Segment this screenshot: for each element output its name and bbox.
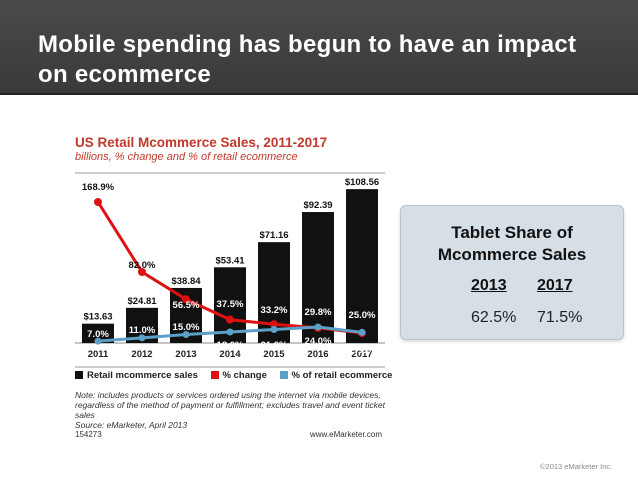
change-label-2013: 56.5% <box>173 300 200 311</box>
point-change-2014 <box>226 315 234 324</box>
chart-plot: $13.63 2011 $24.81 2012 $38.84 2013 $53.41 2014… <box>75 172 385 368</box>
chart-subtitle: billions, % change and % of retail ecomm… <box>75 151 298 163</box>
point-share-2017 <box>358 328 366 336</box>
point-change-2013 <box>182 295 190 304</box>
copyright: ©2013 eMarketer Inc. <box>540 462 613 471</box>
slide-title: Mobile spending has begun to have an imp… <box>38 31 577 88</box>
change-label-2017: 25.0% <box>349 310 376 321</box>
legend-swatch-change <box>210 371 219 379</box>
bar-label-2011: $13.63 <box>83 312 112 323</box>
chart-note: Note: includes products or services orde… <box>75 390 385 430</box>
legend-label-change: % change <box>222 370 267 381</box>
chart-container: US Retail Mcommerce Sales, 2011-2017 bil… <box>70 135 393 440</box>
point-share-2011 <box>94 337 102 345</box>
change-label-2014: 37.5% <box>217 299 244 310</box>
point-share-2012 <box>138 334 146 342</box>
bar-label-2014: $53.41 <box>215 255 245 266</box>
point-change-2015 <box>270 320 278 329</box>
chart-source: Source: eMarketer, April 2013 <box>75 420 188 430</box>
tablet-year-2013: 2013 <box>471 277 507 294</box>
point-share-2014 <box>226 328 234 336</box>
tablet-year-2017: 2017 <box>537 277 573 294</box>
tablet-share-card: Tablet Share of Mcommerce Sales 2013 201… <box>400 205 624 340</box>
chart-id: 154273 <box>75 430 102 439</box>
legend-label-share: % of retail ecommerce <box>291 370 393 381</box>
share-label-2012: 11.0% <box>129 325 156 336</box>
bar-2011 <box>82 323 114 343</box>
x-tick-label-2012: 2012 <box>131 349 152 360</box>
chart-legend: Retail mcommerce sales % change % of ret… <box>75 370 393 386</box>
chart-brand: www.eMarketer.com <box>310 430 383 439</box>
bar-label-2012: $24.81 <box>127 296 157 307</box>
bar-2016 <box>302 212 334 343</box>
chart-note-text: Note: includes products or services orde… <box>75 390 385 420</box>
point-share-2013 <box>182 331 190 338</box>
x-tick-label-2016: 2016 <box>307 349 328 360</box>
title-bar: Mobile spending has begun to have an imp… <box>0 0 638 95</box>
change-label-2016: 29.8% <box>305 307 332 318</box>
x-tick-label-2015: 2015 <box>263 349 285 360</box>
point-share-2016 <box>314 323 322 331</box>
legend-swatch-share <box>279 371 288 379</box>
share-label-2013: 15.0% <box>173 322 200 333</box>
change-label-2011: 168.9% <box>82 182 115 193</box>
change-label-2012: 82.0% <box>129 260 156 271</box>
point-change-2012 <box>138 268 146 276</box>
x-tick-label-2011: 2011 <box>88 349 109 360</box>
point-share-2015 <box>270 326 278 333</box>
tablet-value-2013: 62.5% <box>471 309 517 326</box>
legend-item-share: % of retail ecommerce <box>279 370 393 381</box>
share-label-2016: 24.0% <box>305 336 332 347</box>
point-change-2011 <box>94 198 102 206</box>
legend-item-sales: Retail mcommerce sales <box>75 370 198 381</box>
x-tick-label-2017: 2017 <box>351 349 372 360</box>
bar-2017 <box>346 189 378 343</box>
chart-title: US Retail Mcommerce Sales, 2011-2017 <box>75 135 328 150</box>
bar-label-2013: $38.84 <box>171 276 201 287</box>
share-label-2017: 17.5% <box>349 345 376 356</box>
tablet-value-2017: 71.5% <box>537 309 583 326</box>
tablet-share-title: Tablet Share of Mcommerce Sales <box>437 223 587 264</box>
bar-label-2017: $108.56 <box>345 177 379 188</box>
legend-item-change: % change <box>210 370 267 381</box>
legend-swatch-sales <box>75 371 83 379</box>
x-tick-label-2014: 2014 <box>219 349 241 360</box>
share-label-2014: 18.0% <box>217 340 244 351</box>
bar-label-2016: $92.39 <box>303 200 332 211</box>
x-tick-label-2013: 2013 <box>175 349 196 360</box>
change-label-2015: 33.2% <box>261 305 288 316</box>
share-label-2015: 21.0% <box>261 340 288 351</box>
legend-label-sales: Retail mcommerce sales <box>87 370 198 381</box>
share-label-2011: 7.0% <box>87 329 109 340</box>
bar-label-2015: $71.16 <box>259 230 288 241</box>
